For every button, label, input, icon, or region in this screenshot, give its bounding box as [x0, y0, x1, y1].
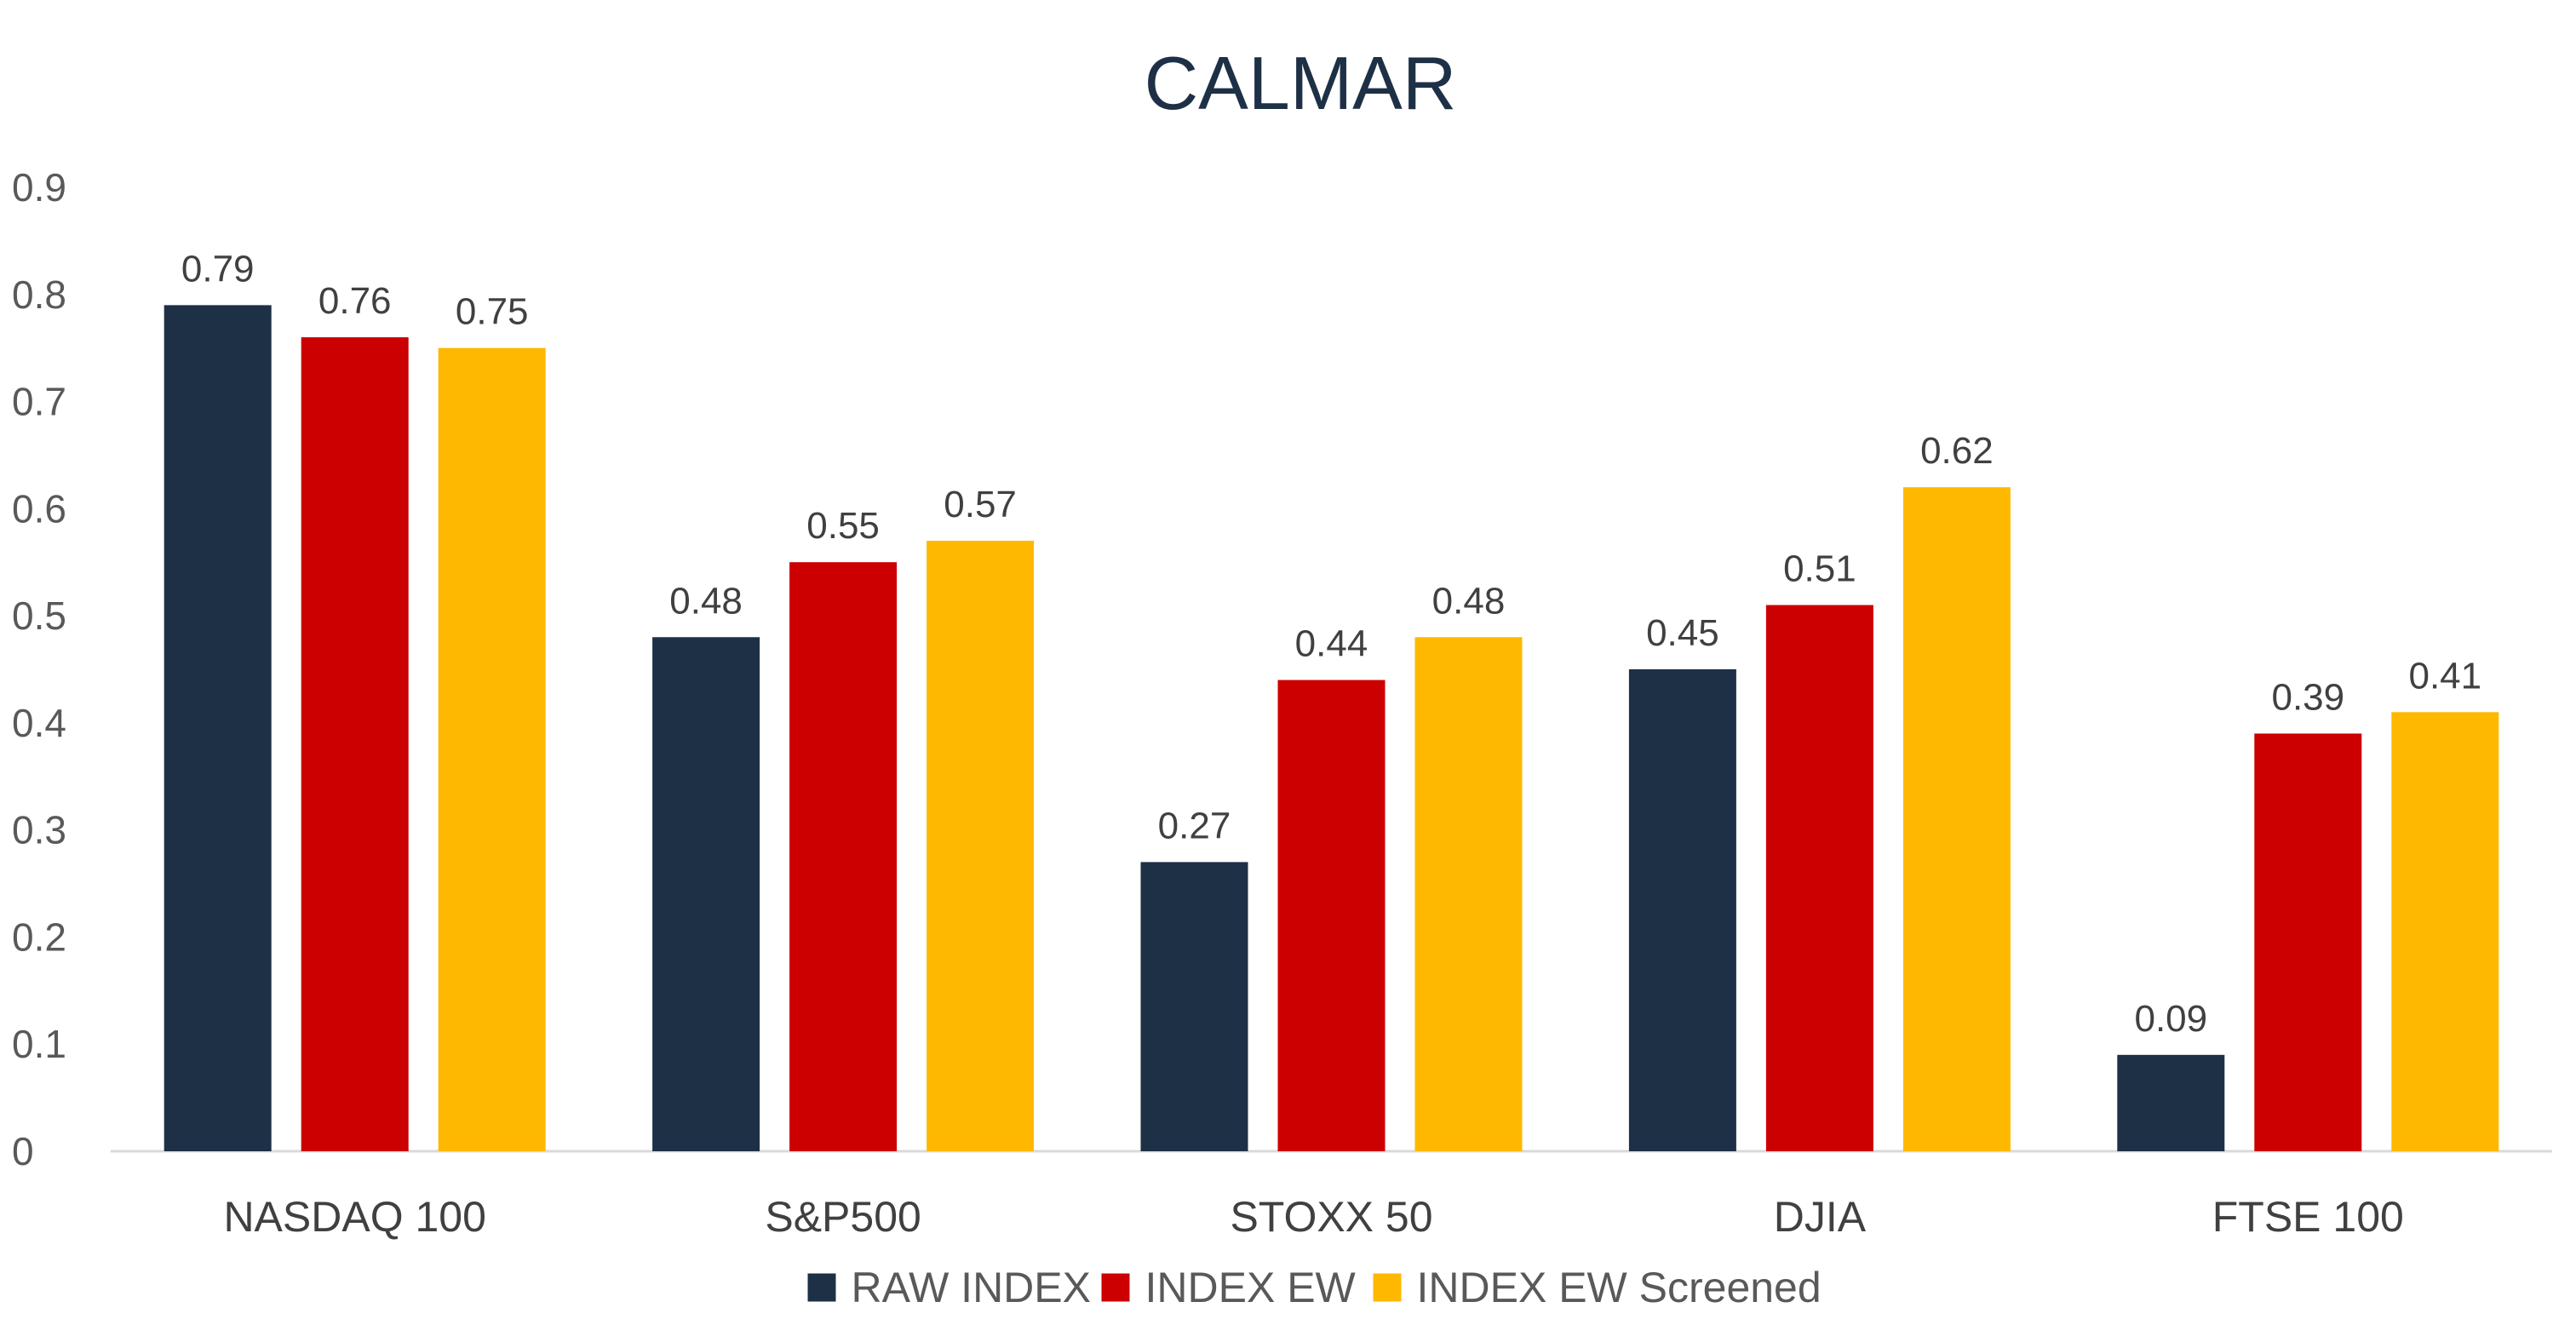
bar-value-label: 0.48: [669, 580, 743, 622]
legend-label: RAW INDEX: [852, 1264, 1092, 1311]
bar: [1765, 605, 1873, 1151]
legend-swatch: [807, 1273, 836, 1302]
bar: [927, 541, 1035, 1151]
y-tick-label: 0.6: [12, 486, 66, 530]
bar: [1140, 862, 1248, 1151]
y-tick-label: 0.4: [12, 701, 66, 745]
x-tick-label: DJIA: [1774, 1193, 1867, 1241]
y-tick-label: 0.1: [12, 1022, 66, 1066]
y-axis-ticks: 0 0.1 0.2 0.3 0.4 0.5 0.6 0.7 0.8 0.9: [12, 165, 66, 1173]
y-tick-label: 0.3: [12, 808, 66, 852]
chart-title: CALMAR: [1145, 41, 1457, 125]
bar-value-label: 0.48: [1432, 580, 1506, 622]
x-tick-label: NASDAQ 100: [223, 1193, 485, 1241]
bar-value-label: 0.41: [2408, 655, 2481, 697]
bar-value-label: 0.57: [944, 484, 1017, 525]
bar-value-label: 0.51: [1783, 548, 1856, 590]
bar: [652, 637, 760, 1151]
bar: [438, 347, 546, 1152]
bar: [1902, 487, 2011, 1151]
bar-value-label: 0.76: [318, 280, 392, 322]
bars: [164, 305, 2499, 1152]
x-tick-label: STOXX 50: [1230, 1193, 1432, 1241]
bar: [789, 562, 898, 1151]
bar: [2254, 733, 2362, 1151]
bar-value-label: 0.55: [806, 505, 880, 547]
legend-swatch: [1373, 1273, 1402, 1302]
bar: [2117, 1054, 2225, 1151]
bar: [1628, 669, 1736, 1151]
bar-value-label: 0.09: [2134, 998, 2207, 1040]
bar: [1414, 637, 1523, 1151]
x-axis-ticks: NASDAQ 100 S&P500 STOXX 50 DJIA FTSE 100: [223, 1193, 2403, 1241]
bar: [1277, 680, 1386, 1151]
bar-data-labels: 0.79 0.76 0.75 0.48 0.55 0.57 0.27 0.44 0.48 0.45…: [181, 248, 2481, 1039]
y-tick-label: 0.2: [12, 915, 66, 959]
x-tick-label: FTSE 100: [2212, 1193, 2404, 1241]
bar: [2391, 712, 2499, 1151]
bar-value-label: 0.39: [2271, 676, 2344, 718]
y-tick-label: 0.5: [12, 594, 66, 638]
legend: RAW INDEX INDEX EW INDEX EW Screened: [807, 1264, 1822, 1311]
bar-value-label: 0.62: [1920, 430, 1994, 472]
bar-value-label: 0.44: [1295, 623, 1368, 665]
bar-value-label: 0.45: [1646, 612, 1719, 654]
y-tick-label: 0.7: [12, 380, 66, 424]
y-tick-label: 0: [12, 1129, 34, 1173]
legend-swatch: [1101, 1273, 1130, 1302]
bar-value-label: 0.79: [181, 248, 255, 290]
bar-value-label: 0.27: [1158, 805, 1231, 846]
y-tick-label: 0.8: [12, 272, 66, 317]
x-tick-label: S&P500: [765, 1193, 921, 1241]
legend-label: INDEX EW Screened: [1417, 1264, 1822, 1311]
y-tick-label: 0.9: [12, 165, 66, 209]
legend-label: INDEX EW: [1145, 1264, 1357, 1311]
bar: [164, 305, 272, 1151]
bar-value-label: 0.75: [456, 291, 529, 333]
bar: [301, 337, 409, 1152]
